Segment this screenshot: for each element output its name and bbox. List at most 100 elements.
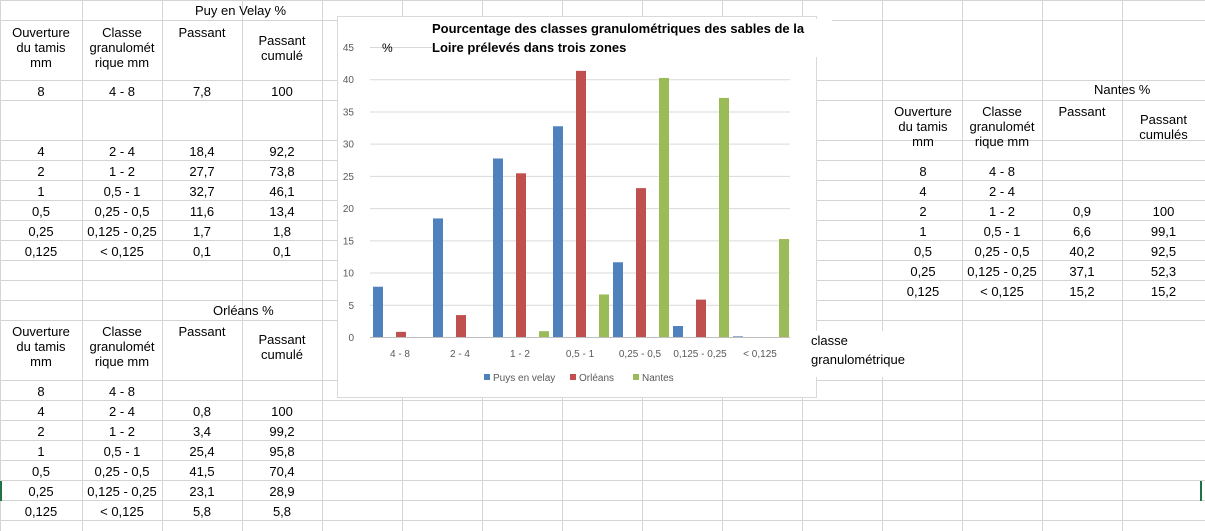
nantes-data-cell[interactable]: 99,1 <box>1150 224 1177 239</box>
puy-header-cell[interactable]: Passant cumulé <box>258 33 306 63</box>
orleans-header-cell[interactable]: Passant cumulé <box>258 332 306 362</box>
orleans-header-cell[interactable]: Classe granulomét rique mm <box>89 324 155 369</box>
puy-data-cell[interactable]: 7,8 <box>192 84 212 99</box>
orleans-data-cell[interactable]: 41,5 <box>189 464 215 479</box>
nantes-data-cell[interactable]: 15,2 <box>1069 284 1095 299</box>
orleans-data-cell[interactable]: 8 <box>37 384 45 399</box>
nantes-data-cell[interactable]: 2 - 4 <box>988 184 1015 199</box>
puy-data-cell[interactable]: 100 <box>271 84 293 99</box>
puy-header-cell[interactable]: Classe granulomét rique mm <box>89 25 155 70</box>
nantes-header-cell[interactable]: Passant <box>1058 104 1106 119</box>
nantes-header-cell[interactable]: Classe granulomét rique mm <box>969 104 1035 149</box>
orleans-data-cell[interactable]: 23,1 <box>189 484 215 499</box>
puy-data-cell[interactable]: 0,125 - 0,25 <box>87 224 157 239</box>
puy-data-cell[interactable]: 46,1 <box>269 184 295 199</box>
puy-data-cell[interactable]: 0,5 - 1 <box>103 184 141 199</box>
nantes-data-cell[interactable]: 0,5 <box>913 244 933 259</box>
nantes-data-cell[interactable]: 0,5 - 1 <box>983 224 1021 239</box>
puy-data-cell[interactable]: 92,2 <box>269 144 295 159</box>
nantes-data-cell[interactable]: 1 <box>919 224 927 239</box>
nantes-data-cell[interactable]: 2 <box>919 204 927 219</box>
orleans-data-cell[interactable]: 0,5 <box>31 464 51 479</box>
orleans-data-cell[interactable]: 70,4 <box>269 464 295 479</box>
puy-header-cell[interactable]: Passant <box>178 25 226 40</box>
nantes-data-cell[interactable]: 8 <box>919 164 927 179</box>
orleans-data-cell[interactable]: 0,5 - 1 <box>103 444 141 459</box>
puy-data-cell[interactable]: 27,7 <box>189 164 215 179</box>
orleans-data-cell[interactable]: 4 <box>37 404 45 419</box>
x-tick-label: 0,5 - 1 <box>566 349 595 360</box>
nantes-data-cell[interactable]: 4 - 8 <box>988 164 1015 179</box>
orleans-data-cell[interactable]: < 0,125 <box>100 504 144 519</box>
orleans-data-cell[interactable]: 99,2 <box>269 424 295 439</box>
puy-data-cell[interactable]: 2 <box>37 164 45 179</box>
orleans-data-cell[interactable]: 0,25 - 0,5 <box>94 464 150 479</box>
puy-data-cell[interactable]: 18,4 <box>189 144 215 159</box>
nantes-data-cell[interactable]: 0,9 <box>1072 204 1092 219</box>
puy-data-cell[interactable]: 8 <box>37 84 45 99</box>
puy-data-cell[interactable]: 32,7 <box>189 184 215 199</box>
puy-data-cell[interactable]: < 0,125 <box>100 244 144 259</box>
nantes-data-cell[interactable]: 15,2 <box>1150 284 1177 299</box>
puy-data-cell[interactable]: 1,8 <box>272 224 292 239</box>
bar-orléans <box>636 188 646 337</box>
nantes-data-cell[interactable]: 37,1 <box>1069 264 1095 279</box>
puy-data-cell[interactable]: 1 - 2 <box>108 164 135 179</box>
orleans-data-cell[interactable]: 0,125 - 0,25 <box>87 484 157 499</box>
puy-data-cell[interactable]: 4 - 8 <box>108 84 135 99</box>
orleans-data-cell[interactable]: 4 - 8 <box>108 384 135 399</box>
orleans-header-cell[interactable]: Passant <box>178 324 226 339</box>
puy-data-cell[interactable]: 0,1 <box>192 244 212 259</box>
orleans-data-cell[interactable]: 0,25 <box>28 484 54 499</box>
puy-header-cell[interactable]: Ouverture du tamis mm <box>12 25 70 70</box>
orleans-data-cell[interactable]: 0,8 <box>192 404 212 419</box>
nantes-data-cell[interactable]: 92,5 <box>1150 244 1177 259</box>
nantes-data-cell[interactable]: < 0,125 <box>980 284 1024 299</box>
orleans-data-cell[interactable]: 3,4 <box>192 424 212 439</box>
y-tick-label: 20 <box>343 204 355 215</box>
nantes-data-cell[interactable]: 6,6 <box>1072 224 1092 239</box>
orleans-data-cell[interactable]: 1 - 2 <box>108 424 135 439</box>
nantes-data-cell[interactable]: 0,25 <box>910 264 936 279</box>
y-tick-label: 45 <box>343 43 355 54</box>
orleans-data-cell[interactable]: 25,4 <box>189 444 215 459</box>
orleans-header-cell[interactable]: Ouverture du tamis mm <box>12 324 70 369</box>
orleans-data-cell[interactable]: 5,8 <box>272 504 292 519</box>
orleans-data-cell[interactable]: 28,9 <box>269 484 295 499</box>
orleans-data-cell[interactable]: 5,8 <box>192 504 212 519</box>
puy-data-cell[interactable]: 1 <box>37 184 45 199</box>
puy-data-cell[interactable]: 0,25 - 0,5 <box>94 204 150 219</box>
orleans-data-cell[interactable]: 0,125 <box>24 504 58 519</box>
orleans-data-cell[interactable]: 95,8 <box>269 444 295 459</box>
nantes-data-cell[interactable]: 100 <box>1152 204 1175 219</box>
puy-data-cell[interactable]: 0,1 <box>272 244 292 259</box>
puy-data-cell[interactable]: 4 <box>37 144 45 159</box>
puy-data-cell[interactable]: 0,5 <box>31 204 51 219</box>
nantes-data-cell[interactable]: 1 - 2 <box>988 204 1015 219</box>
nantes-data-cell[interactable]: 0,125 - 0,25 <box>967 264 1037 279</box>
orleans-data-cell[interactable]: 1 <box>37 444 45 459</box>
nantes-data-cell[interactable]: 40,2 <box>1069 244 1095 259</box>
puy-data-cell[interactable]: 2 - 4 <box>108 144 135 159</box>
puy-data-cell[interactable]: 13,4 <box>269 204 295 219</box>
puy-data-cell[interactable]: 73,8 <box>269 164 295 179</box>
nantes-data-cell[interactable]: 0,25 - 0,5 <box>974 244 1030 259</box>
nantes-header-cell[interactable]: Passant cumulés <box>1139 112 1188 142</box>
orleans-data-cell[interactable]: 2 <box>37 424 45 439</box>
nantes-header-cell[interactable]: Ouverture du tamis mm <box>894 104 952 149</box>
puy-data-cell[interactable]: 11,6 <box>189 204 215 219</box>
chart-area[interactable]: 0 5 10 15 20 25 30 35 40 45% 4 - 8 2 - 4 1 - 2 0,5 - … <box>337 16 817 398</box>
nantes-data-cell[interactable]: 0,125 <box>906 284 940 299</box>
y-tick-label: 15 <box>343 236 355 247</box>
orleans-data-cell[interactable]: 100 <box>271 404 293 419</box>
nantes-data-cell[interactable]: 52,3 <box>1150 264 1177 279</box>
puy-data-cell[interactable]: 1,7 <box>192 224 212 239</box>
puy-data-cell[interactable]: 0,25 <box>28 224 54 239</box>
puy-data-cell[interactable]: 0,125 <box>24 244 58 259</box>
bar-puys-en-velay <box>433 218 443 337</box>
bar-nantes <box>659 77 669 337</box>
x-tick-label: 2 - 4 <box>450 349 470 360</box>
orleans-data-cell[interactable]: 2 - 4 <box>108 404 135 419</box>
nantes-data-cell[interactable]: 4 <box>919 184 927 199</box>
bar-puys-en-velay <box>553 126 563 338</box>
